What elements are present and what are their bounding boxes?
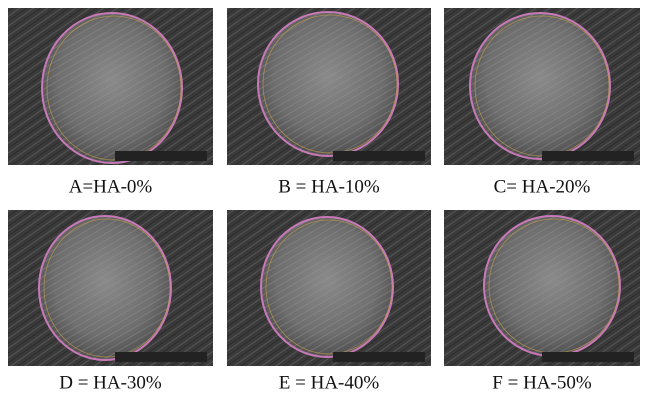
caption: B = HA-10% [278,176,380,197]
panel: F = HA-50% [444,210,640,393]
scale-bar [115,151,207,161]
panel: C= HA-20% [444,8,640,197]
scale-bar [542,151,634,161]
figure: A=HA-0% B = HA-10% C= HA-20% D = HA-30% E = … [0,0,648,407]
caption: E = HA-40% [279,372,380,393]
panel: E = HA-40% [227,210,431,393]
panel: A=HA-0% [8,8,213,197]
caption: C= HA-20% [494,176,591,197]
scale-bar [542,352,634,362]
scale-bar [333,151,425,161]
panel: B = HA-10% [227,8,431,197]
scale-bar [333,352,425,362]
caption: A=HA-0% [69,176,153,197]
caption: F = HA-50% [492,372,592,393]
scale-bar [115,352,207,362]
caption: D = HA-30% [59,372,162,393]
panel: D = HA-30% [8,210,213,393]
